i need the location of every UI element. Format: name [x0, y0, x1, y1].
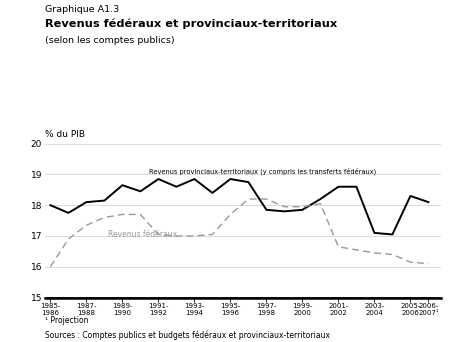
Text: Revenus fédéraux: Revenus fédéraux — [108, 230, 177, 239]
Text: Sources : Comptes publics et budgets fédéraux et provinciaux-territoriaux: Sources : Comptes publics et budgets féd… — [45, 330, 330, 340]
Text: ¹ Projection: ¹ Projection — [45, 316, 89, 325]
Text: (selon les comptes publics): (selon les comptes publics) — [45, 36, 175, 45]
Text: Graphique A1.3: Graphique A1.3 — [45, 5, 119, 14]
Text: Revenus provinciaux-territoriaux (y compris les transferts fédéraux): Revenus provinciaux-territoriaux (y comp… — [149, 168, 377, 175]
Text: Revenus fédéraux et provinciaux-territoriaux: Revenus fédéraux et provinciaux-territor… — [45, 19, 337, 29]
Text: % du PIB: % du PIB — [45, 130, 85, 139]
